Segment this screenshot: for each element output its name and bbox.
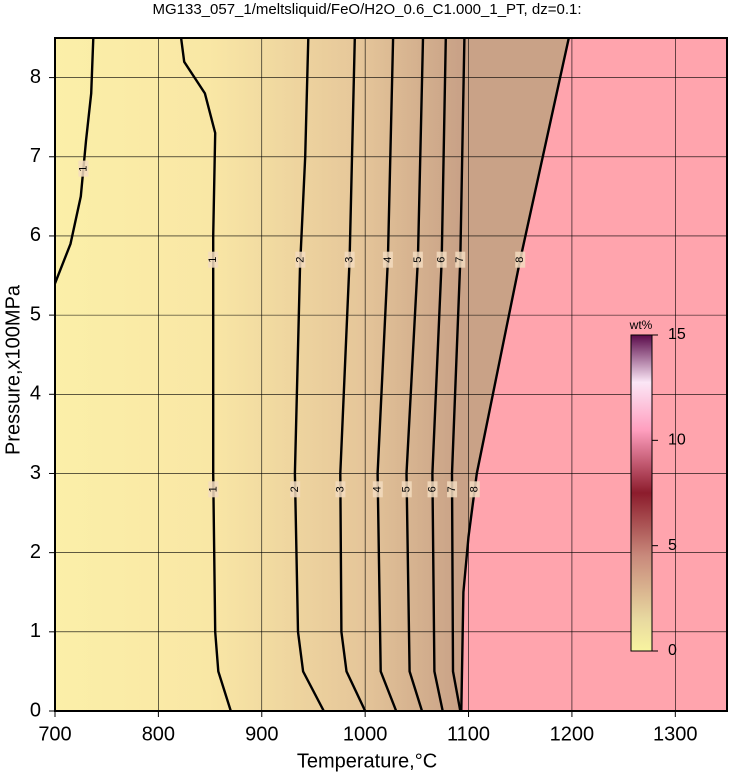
- contour-label-bg: [335, 481, 346, 498]
- contour-label-bg: [208, 481, 219, 498]
- contour-line: [293, 38, 325, 711]
- contour-label: 1: [207, 257, 219, 263]
- contour-label-bg: [469, 481, 480, 498]
- x-tick-label: 700: [38, 723, 71, 745]
- x-tick-label: 900: [245, 723, 278, 745]
- colorbar-tick-label: 0: [668, 642, 677, 659]
- y-tick-label: 1: [30, 620, 41, 642]
- colorbar-tick-label: 5: [668, 537, 677, 554]
- contour-line: [339, 38, 367, 711]
- contour-label: 5: [412, 257, 424, 263]
- colorbar: [630, 334, 653, 652]
- contour-line: [431, 38, 447, 711]
- contour-label: 4: [382, 257, 394, 263]
- colorbar-label: wt%: [629, 318, 653, 332]
- x-tick-label: 1200: [550, 723, 595, 745]
- contour-label: 4: [372, 486, 384, 492]
- x-tick-label: 1000: [343, 723, 388, 745]
- contour-label: 1: [207, 486, 219, 492]
- contour-line: [450, 38, 466, 711]
- contour-label-bg: [344, 251, 355, 268]
- contour-label-bg: [290, 481, 301, 498]
- contour-label-bg: [208, 251, 219, 268]
- contour-label: 8: [514, 257, 526, 263]
- contour-label: 5: [401, 486, 413, 492]
- contour-label-bg: [427, 481, 438, 498]
- contour-label: 2: [294, 257, 306, 263]
- contour-label-bg: [382, 251, 393, 268]
- contour-label-bg: [372, 481, 383, 498]
- colorbar-tick-label: 15: [668, 326, 686, 343]
- contour-label-bg: [412, 251, 423, 268]
- y-tick-label: 0: [30, 699, 41, 721]
- contour-label-bg: [515, 251, 526, 268]
- contour-line: [405, 38, 425, 711]
- y-tick-label: 7: [30, 145, 41, 167]
- y-tick-label: 3: [30, 462, 41, 484]
- colorbar-tick-label: 10: [668, 432, 686, 449]
- y-axis-label: Pressure,x100MPa: [2, 284, 24, 455]
- y-tick-label: 2: [30, 541, 41, 563]
- contour-label-bg: [436, 251, 447, 268]
- contour-label: 1: [77, 166, 89, 172]
- contour-label-bg: [401, 481, 412, 498]
- contour-label-bg: [455, 251, 466, 268]
- contour-label: 3: [344, 257, 356, 263]
- contour-label: 7: [446, 486, 458, 492]
- contour-label: 6: [426, 486, 438, 492]
- contour-line: [460, 38, 570, 711]
- contour-label: 3: [334, 486, 346, 492]
- contour-label: 2: [289, 486, 301, 492]
- contour-line: [179, 38, 232, 711]
- plot-frame: [54, 37, 728, 712]
- y-tick-label: 8: [30, 66, 41, 88]
- contour-label: 7: [454, 257, 466, 263]
- x-tick-label: 800: [142, 723, 175, 745]
- contour-label-bg: [295, 251, 306, 268]
- contour-label: 8: [469, 486, 481, 492]
- x-tick-label: 1100: [447, 723, 490, 745]
- x-tick-label: 1300: [653, 723, 698, 745]
- contour-line: [376, 38, 398, 711]
- contour-label-bg: [78, 160, 89, 177]
- chart-title: MG133_057_1/meltsliquid/FeO/H2O_0.6_C1.0…: [152, 1, 581, 18]
- contour-label-bg: [447, 481, 458, 498]
- y-tick-label: 4: [30, 383, 41, 405]
- y-tick-label: 5: [30, 303, 41, 325]
- contour-label: 6: [436, 257, 448, 263]
- melt-region: [461, 38, 727, 711]
- x-axis-label: Temperature,°C: [297, 750, 437, 772]
- y-tick-label: 6: [30, 224, 41, 246]
